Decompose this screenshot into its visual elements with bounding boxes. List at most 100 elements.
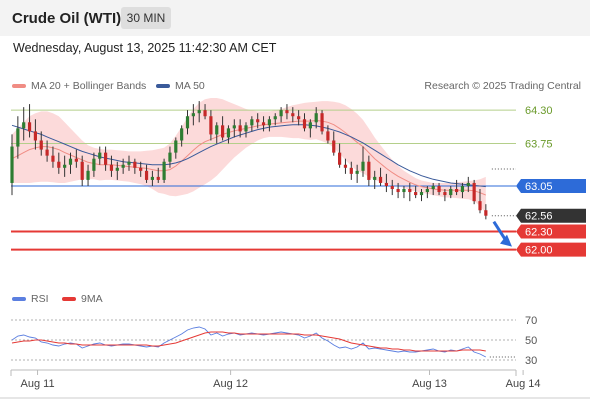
candle-body [209,116,213,135]
candle-body [373,176,377,180]
level-tag-62.56 [516,208,586,223]
candle-body [291,113,295,117]
candle-body [109,164,114,171]
candle-body [39,140,43,150]
candles-layer [10,101,488,220]
candle-body [92,158,96,171]
level-tag-62.00 [516,242,586,257]
candle-body [232,125,236,129]
level-label-62.00: 62.00 [525,245,553,257]
candle-body [308,122,312,129]
ma20-label: MA 20 + Bollinger Bands [31,80,147,92]
candle-body [51,155,55,162]
candle-body [297,116,301,120]
candle-body [86,170,90,180]
candle-body [226,128,231,138]
candle-body [261,122,266,126]
candle-body [419,192,424,196]
level-label-62.56: 62.56 [525,211,553,223]
candle-body [478,201,482,211]
candle-body [180,128,184,141]
candle-body [74,158,78,162]
x-tick-label: Aug 14 [506,378,541,390]
candle-body [191,113,195,117]
candle-body [168,152,172,162]
legend-rsi: RSI [12,293,49,305]
candle-body [250,119,254,126]
candle-body [414,192,418,196]
candle-body [443,192,447,196]
candle-body [139,167,143,171]
ma20-line [11,119,486,196]
level-tag-62.30 [516,224,586,239]
rsi-tick-50: 50 [525,335,537,347]
candle-body [22,122,26,129]
candle-body [390,185,394,190]
candle-body [460,185,465,193]
candle-body [455,189,459,193]
candle-body [174,140,178,153]
candle-body [320,113,324,132]
rsi-swatch [12,297,26,302]
timeframe-button[interactable]: 30 MIN [121,7,171,29]
candle-body [104,152,108,165]
legend-ma50: MA 50 [156,80,205,92]
candle-body [355,170,359,174]
bollinger-band [12,98,486,214]
candle-body [361,161,365,171]
moving-averages-layer [11,119,486,196]
bollinger-band-layer [12,98,486,214]
candle-body [63,164,67,168]
chart-datetime: Wednesday, August 13, 2025 11:42:30 AM C… [13,41,277,55]
ma50-label: MA 50 [175,80,205,92]
candle-body [150,176,154,180]
candle-body [472,182,476,202]
candle-body [402,189,406,193]
rsi-ma-swatch [62,297,76,302]
rsi-tick-70: 70 [525,315,537,327]
candle-body [332,140,336,153]
candle-body [267,119,271,126]
candle-body [133,161,137,168]
candle-body [215,125,219,135]
level-tag-63.05 [516,178,586,193]
legend-rsi-ma: 9MA [62,293,103,305]
rsi-ma-line [11,331,486,352]
chart-header: Crude Oil (WTI) 30 MIN [0,0,590,36]
candle-body [162,161,166,180]
levels-layer [11,109,516,251]
candle-body [197,110,201,114]
candle-body [244,125,248,132]
candle-body [431,185,435,190]
projection-arrow-shaft [492,220,508,242]
candle-body [127,161,131,165]
x-axis: Aug 11 Aug 12 Aug 13 Aug 14 [0,369,590,399]
candle-body [349,167,353,174]
candle-body [466,182,470,186]
candle-body [302,119,307,129]
candle-body [314,113,318,123]
candle-body [27,122,32,132]
rsi-label: RSI [31,293,49,305]
candle-body [408,189,412,193]
level-label-62.30: 62.30 [525,226,553,238]
rsi-tick-30: 30 [525,355,537,367]
candle-body [10,146,14,183]
candle-body [396,189,400,193]
candle-body [33,131,37,141]
candle-body [484,210,488,216]
candle-body [156,176,160,180]
candle-body [185,116,190,129]
copyright-text: Research © 2025 Trading Central [424,80,581,92]
level-label-63.05: 63.05 [525,181,553,193]
candle-body [68,158,73,165]
ma50-line [11,124,486,188]
candle-body [80,161,84,180]
level-label-63.75: 63.75 [525,139,553,151]
candle-body [203,110,207,117]
candle-body [57,161,61,168]
candle-body [378,176,383,183]
ma50-swatch [156,84,170,89]
candle-body [273,116,277,120]
